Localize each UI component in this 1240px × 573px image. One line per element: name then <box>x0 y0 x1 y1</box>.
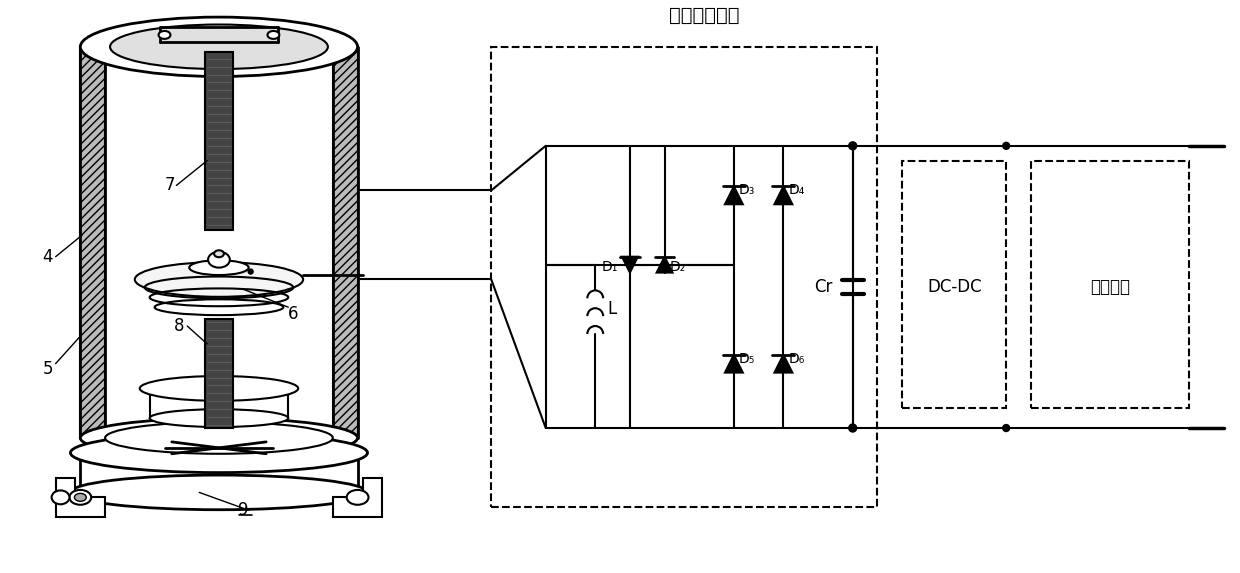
Ellipse shape <box>110 25 327 69</box>
Ellipse shape <box>268 31 279 39</box>
Ellipse shape <box>1003 142 1009 150</box>
Ellipse shape <box>105 422 332 454</box>
Bar <box>150 388 288 418</box>
Text: 8: 8 <box>174 317 185 335</box>
Ellipse shape <box>52 490 69 504</box>
Ellipse shape <box>215 250 224 257</box>
Text: D₂: D₂ <box>670 260 686 274</box>
Polygon shape <box>775 355 792 372</box>
Polygon shape <box>622 257 637 273</box>
Polygon shape <box>725 355 743 372</box>
Text: 9: 9 <box>238 501 249 519</box>
Text: Cr: Cr <box>813 278 832 296</box>
Bar <box>332 47 357 438</box>
Text: D₃: D₃ <box>739 183 755 197</box>
Bar <box>81 47 105 438</box>
Ellipse shape <box>159 31 170 39</box>
Ellipse shape <box>150 409 288 427</box>
Text: 系统接口电路: 系统接口电路 <box>668 6 739 25</box>
Polygon shape <box>657 257 672 273</box>
Ellipse shape <box>848 424 857 432</box>
Ellipse shape <box>69 490 92 505</box>
Ellipse shape <box>81 418 357 458</box>
Bar <box>205 52 233 230</box>
Polygon shape <box>775 186 792 204</box>
Text: 7: 7 <box>164 176 175 194</box>
Text: DC-DC: DC-DC <box>926 278 982 296</box>
Bar <box>1030 160 1189 408</box>
Text: D₅: D₅ <box>739 352 755 366</box>
Ellipse shape <box>74 493 87 501</box>
Bar <box>903 160 1006 408</box>
Polygon shape <box>56 477 105 517</box>
Text: 传感元件: 传感元件 <box>1090 278 1130 296</box>
Ellipse shape <box>135 262 303 297</box>
Text: D₄: D₄ <box>789 183 805 197</box>
Ellipse shape <box>81 17 357 77</box>
Bar <box>491 47 878 507</box>
Ellipse shape <box>71 433 367 473</box>
Bar <box>81 453 357 503</box>
Text: D₆: D₆ <box>789 352 805 366</box>
Text: 5: 5 <box>42 360 53 378</box>
Ellipse shape <box>248 269 253 274</box>
Bar <box>205 319 233 428</box>
Text: L: L <box>608 300 616 318</box>
Ellipse shape <box>71 475 367 510</box>
Ellipse shape <box>1003 425 1009 431</box>
Text: 6: 6 <box>288 305 299 323</box>
Polygon shape <box>332 477 382 517</box>
Text: D₁: D₁ <box>601 260 619 274</box>
Ellipse shape <box>347 490 368 505</box>
Ellipse shape <box>208 252 229 268</box>
Text: 4: 4 <box>42 248 53 266</box>
Ellipse shape <box>190 260 249 275</box>
Ellipse shape <box>848 142 857 150</box>
Polygon shape <box>725 186 743 204</box>
Ellipse shape <box>140 376 298 401</box>
